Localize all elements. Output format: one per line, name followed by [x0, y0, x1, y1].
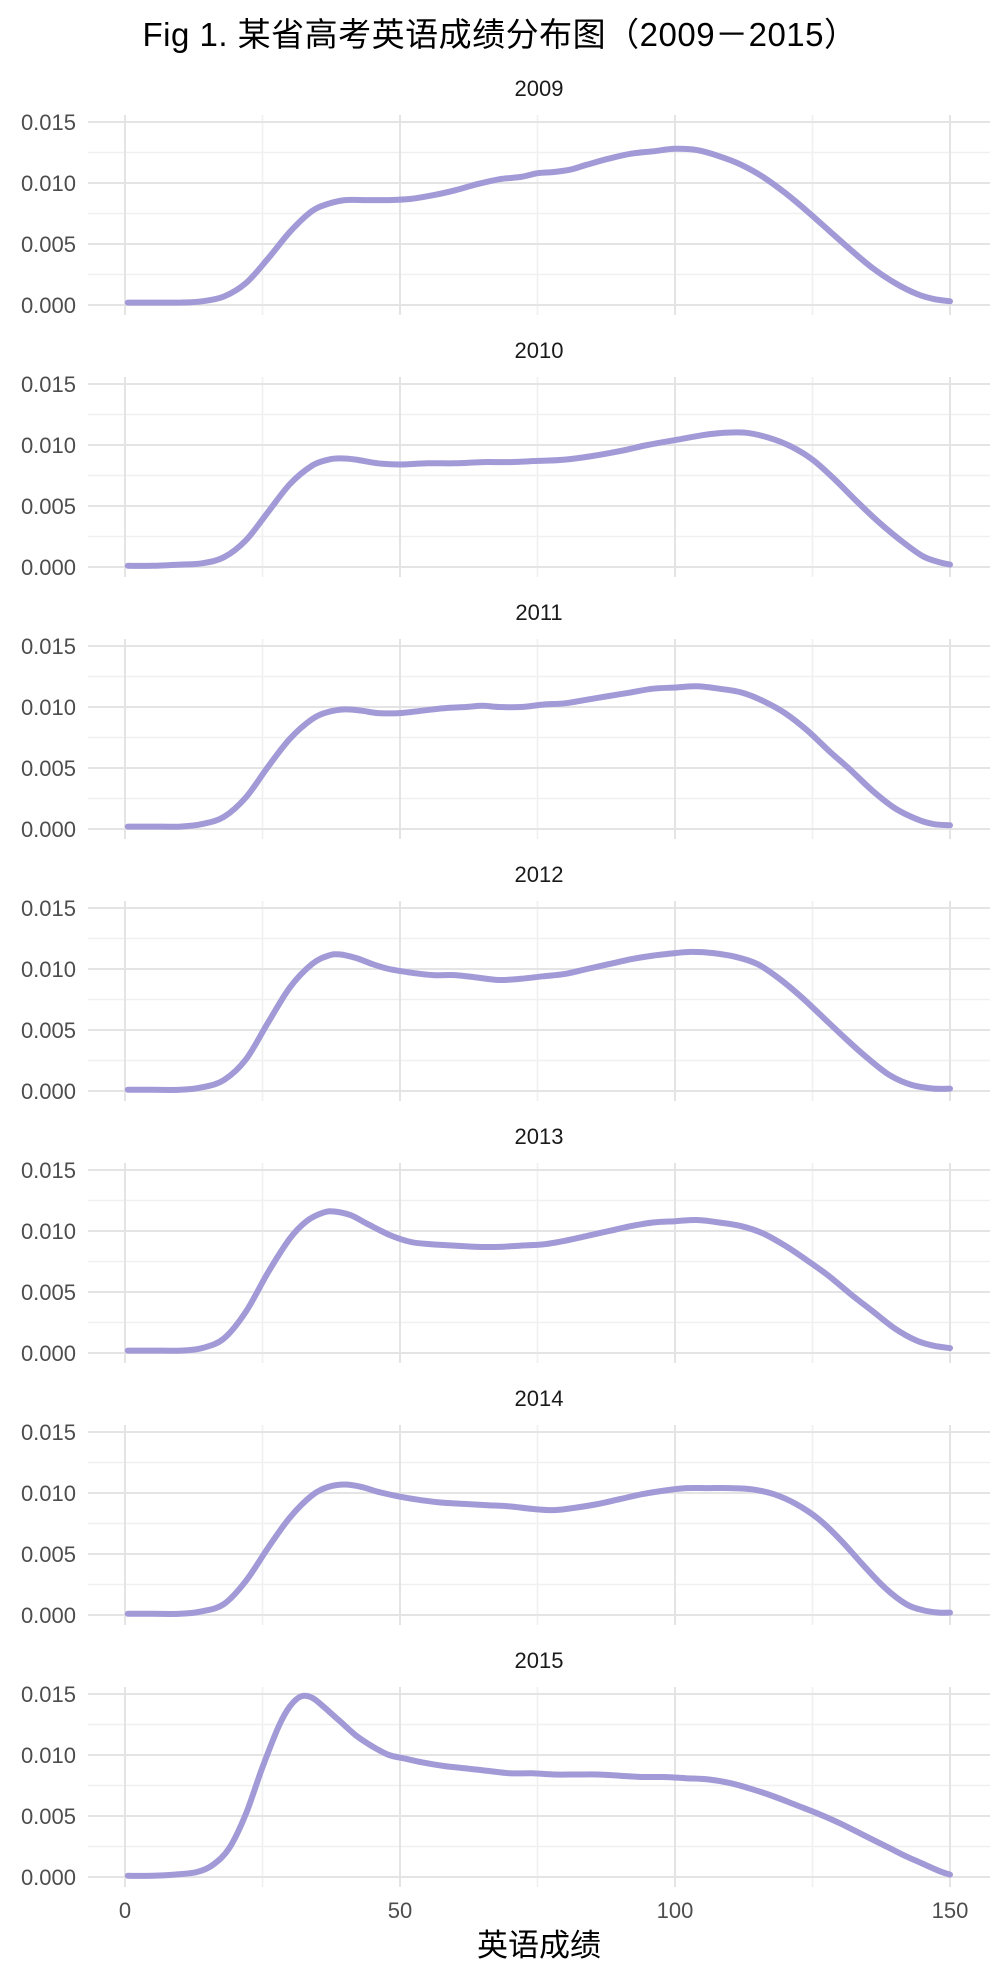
density-curve	[124, 1481, 953, 1617]
density-curve	[124, 683, 953, 830]
y-tick-label: 0.010	[21, 695, 76, 720]
y-tick-label: 0.015	[21, 110, 76, 135]
y-tick-label: 0.010	[21, 1743, 76, 1768]
strip-label: 2011	[515, 600, 562, 625]
y-tick-label: 0.015	[21, 896, 76, 921]
y-tick-label: 0.005	[21, 1280, 76, 1305]
x-tick-label: 100	[657, 1898, 694, 1923]
y-tick-label: 0.015	[21, 1158, 76, 1183]
strip-label: 2014	[515, 1386, 564, 1411]
x-axis-title: 英语成绩	[477, 1928, 601, 1963]
x-tick-label: 150	[932, 1898, 969, 1923]
y-tick-label: 0.000	[21, 555, 76, 580]
y-tick-label: 0.005	[21, 756, 76, 781]
y-tick-label: 0.010	[21, 1219, 76, 1244]
density-curve	[124, 948, 953, 1093]
y-tick-label: 0.000	[21, 1603, 76, 1628]
density-curve	[124, 1208, 953, 1354]
y-tick-label: 0.015	[21, 634, 76, 659]
x-tick-label: 50	[388, 1898, 412, 1923]
strip-label: 2009	[515, 76, 564, 101]
y-tick-label: 0.010	[21, 957, 76, 982]
y-tick-label: 0.010	[21, 171, 76, 196]
y-tick-label: 0.000	[21, 1341, 76, 1366]
strip-label: 2012	[515, 862, 564, 887]
strip-label: 2010	[515, 338, 564, 363]
figure-title: Fig 1. 某省高考英语成绩分布图（2009－2015）	[142, 16, 858, 53]
y-tick-label: 0.015	[21, 372, 76, 397]
x-tick-label: 0	[119, 1898, 131, 1923]
density-curve	[124, 429, 953, 569]
y-tick-label: 0.010	[21, 433, 76, 458]
y-tick-label: 0.010	[21, 1481, 76, 1506]
y-tick-label: 0.005	[21, 1804, 76, 1829]
y-tick-label: 0.000	[21, 817, 76, 842]
density-curve	[124, 145, 953, 306]
y-tick-label: 0.005	[21, 1018, 76, 1043]
y-tick-label: 0.015	[21, 1682, 76, 1707]
y-tick-label: 0.000	[21, 1865, 76, 1890]
strip-label: 2015	[515, 1648, 564, 1673]
y-tick-label: 0.000	[21, 1079, 76, 1104]
density-curve	[124, 1692, 953, 1879]
y-tick-label: 0.015	[21, 1420, 76, 1445]
y-tick-label: 0.005	[21, 232, 76, 257]
y-tick-label: 0.000	[21, 293, 76, 318]
y-tick-label: 0.005	[21, 1542, 76, 1567]
strip-label: 2013	[515, 1124, 564, 1149]
y-tick-label: 0.005	[21, 494, 76, 519]
